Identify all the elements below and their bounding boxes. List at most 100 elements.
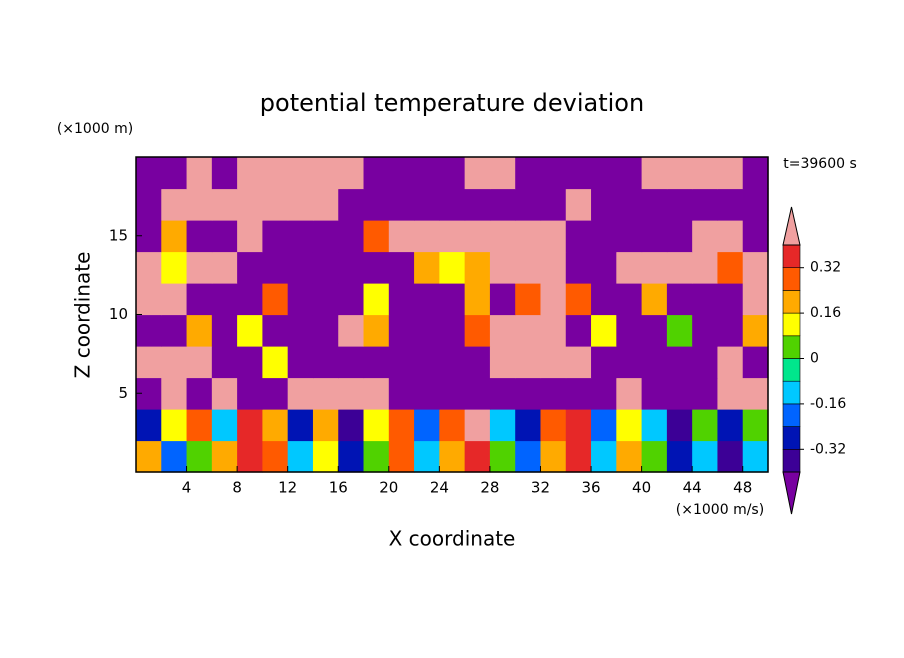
cell — [616, 251, 643, 284]
cell — [312, 409, 339, 442]
cell — [565, 157, 592, 190]
cell — [489, 157, 516, 190]
x-unit: (×1000 m/s) — [676, 502, 764, 518]
cell — [312, 283, 339, 316]
colorbar-segment — [782, 335, 801, 359]
cell — [464, 346, 491, 379]
cell — [565, 283, 592, 316]
cell — [136, 157, 162, 190]
chart-title: potential temperature deviation — [260, 89, 644, 117]
cell — [439, 346, 466, 379]
cell — [338, 346, 365, 379]
cell — [136, 346, 162, 379]
cell — [388, 251, 415, 284]
colorbar-segment — [782, 448, 801, 473]
y-unit: (×1000 m) — [57, 121, 133, 137]
cell — [666, 283, 693, 316]
cell — [211, 220, 238, 253]
cell — [489, 314, 516, 347]
cell — [515, 283, 542, 316]
cell — [186, 377, 213, 410]
cell — [211, 157, 238, 190]
cell — [312, 157, 339, 190]
cell — [565, 314, 592, 347]
cell — [414, 283, 440, 316]
cell — [515, 157, 542, 190]
cell — [641, 220, 668, 253]
colorbar-tick-label: 0 — [810, 351, 819, 367]
cell — [616, 409, 643, 442]
cell — [338, 377, 365, 410]
cell — [540, 440, 567, 473]
cell — [136, 251, 162, 284]
cell — [439, 377, 466, 410]
cell — [692, 283, 719, 316]
cell — [489, 220, 516, 253]
cell — [338, 440, 365, 473]
cell — [692, 314, 719, 347]
cell — [616, 440, 643, 473]
x-tick-label: 32 — [531, 479, 550, 497]
cell — [211, 346, 238, 379]
cell — [161, 251, 188, 284]
cell — [540, 377, 567, 410]
cell — [666, 440, 693, 473]
cell — [312, 251, 339, 284]
cell — [186, 157, 213, 190]
cell — [692, 346, 719, 379]
colorbar-segment — [782, 290, 801, 314]
cell — [414, 188, 440, 221]
cell — [489, 346, 516, 379]
cell — [515, 440, 542, 473]
cell — [540, 283, 567, 316]
cell — [742, 314, 769, 347]
cell — [666, 188, 693, 221]
cell — [666, 220, 693, 253]
colorbar-over — [782, 206, 801, 246]
x-tick-label: 40 — [632, 479, 651, 497]
cell — [565, 440, 592, 473]
cell — [489, 283, 516, 316]
cell — [717, 220, 744, 253]
cell — [692, 377, 719, 410]
cell — [363, 409, 390, 442]
cell — [464, 251, 491, 284]
cell — [742, 157, 769, 190]
cell — [363, 440, 390, 473]
cell — [515, 346, 542, 379]
x-tick-label: 20 — [379, 479, 398, 497]
cell — [591, 251, 617, 284]
cell — [414, 377, 440, 410]
cell — [616, 188, 643, 221]
cell — [388, 157, 415, 190]
cell — [489, 409, 516, 442]
cell — [161, 346, 188, 379]
cell — [388, 220, 415, 253]
y-axis-title: Z coordinate — [71, 252, 95, 379]
cell — [287, 409, 314, 442]
cell — [666, 314, 693, 347]
cell — [186, 409, 213, 442]
cell — [161, 440, 188, 473]
cell — [717, 377, 744, 410]
cell — [717, 409, 744, 442]
cell — [666, 157, 693, 190]
cell — [211, 251, 238, 284]
cell — [287, 251, 314, 284]
cell — [641, 409, 668, 442]
cell — [312, 346, 339, 379]
cell — [439, 220, 466, 253]
x-axis-title: X coordinate — [389, 527, 516, 551]
cell — [237, 440, 263, 473]
cell — [439, 251, 466, 284]
cell — [616, 377, 643, 410]
cell — [414, 251, 440, 284]
x-tick-label: 36 — [581, 479, 600, 497]
cell — [414, 314, 440, 347]
cell — [363, 251, 390, 284]
cell — [717, 251, 744, 284]
cell — [717, 346, 744, 379]
cell — [363, 220, 390, 253]
cell — [489, 440, 516, 473]
